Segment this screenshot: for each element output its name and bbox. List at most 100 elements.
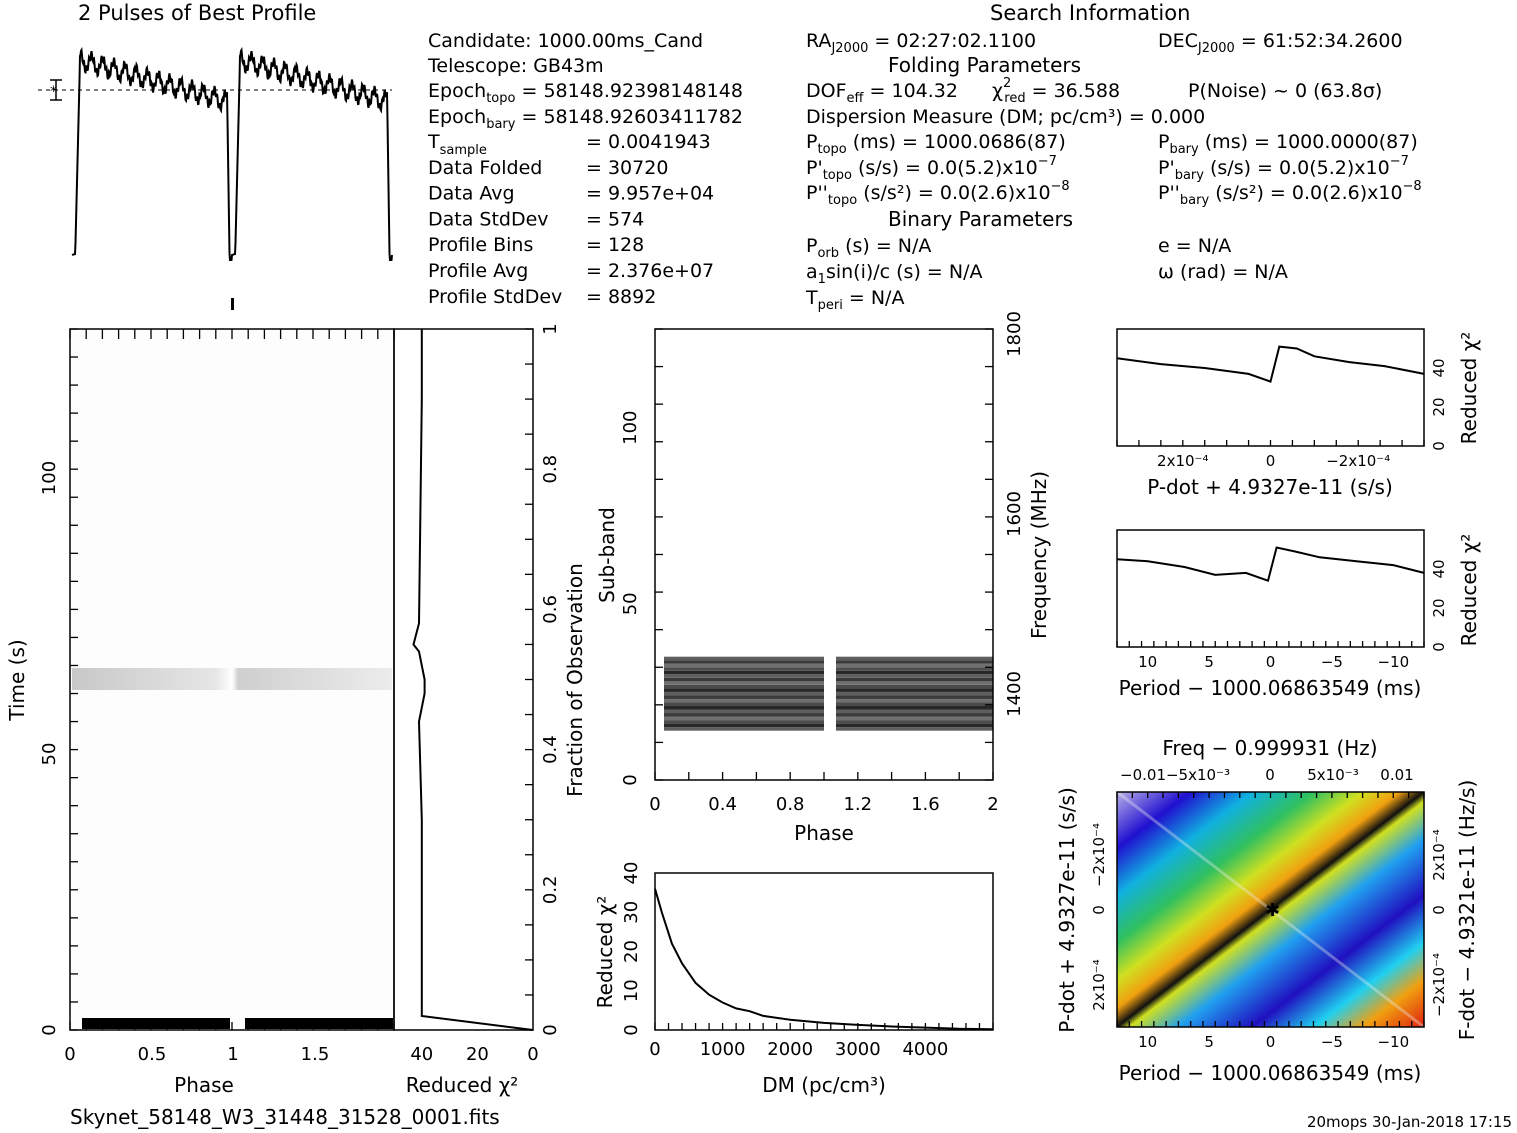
subband-row — [836, 656, 993, 661]
subband-phase-plot: 0 0.4 0.8 1.2 1.6 2 0 50 100 1400 1600 1800 Phase S… — [595, 311, 1051, 845]
subband-row — [836, 674, 993, 678]
dm-line: Dispersion Measure (DM; pc/cm³) = 0.000 — [806, 106, 1205, 128]
candidate-line: Candidate: 1000.00ms_Cand — [428, 30, 703, 52]
candidate-row-value: = 30720 — [586, 157, 668, 179]
candidate-row-label: Profile Avg — [428, 260, 528, 282]
subband-row — [664, 677, 824, 682]
subband-row — [664, 706, 824, 710]
tick-label: 0.5 — [138, 1044, 167, 1065]
subband-row — [836, 706, 993, 710]
subband-row — [836, 691, 993, 696]
pddtopo-line: P''topo (s/s²) = 0.0(2.6)x10−8 — [806, 179, 1070, 208]
subband-row — [836, 716, 993, 721]
tick-label: −5 — [1321, 653, 1343, 671]
svg-text:*: * — [50, 84, 57, 100]
time-chi-frame — [393, 328, 534, 1031]
tick-label: 1.6 — [911, 794, 940, 815]
tick-label: 10 — [1138, 1033, 1157, 1051]
porb-line: Porb (s) = N/A — [806, 235, 931, 261]
time-phase-plot: 0 0.5 1 1.5 0 50 100 Phase Time (s) — [5, 328, 395, 1097]
tick-label: 20 — [466, 1044, 489, 1065]
tick-label: 20 — [621, 940, 642, 963]
binary-title: Binary Parameters — [888, 207, 1073, 231]
subband-row — [836, 695, 993, 699]
subband-row — [664, 716, 824, 721]
pdbary-line: P'bary (s/s) = 0.0(5.2)x10−7 — [1158, 154, 1409, 183]
subband-row — [664, 681, 824, 685]
candidate-row-label: Data Folded — [428, 157, 542, 179]
epoch-topo-line: Epochtopo = 58148.92398148148 — [428, 80, 743, 106]
subband-row — [836, 723, 993, 728]
ecc-line: e = N/A — [1158, 235, 1231, 257]
subband-row — [836, 681, 993, 685]
tick-label: −5x10⁻³ — [1166, 766, 1230, 784]
subband-row — [836, 684, 993, 689]
subband-row — [836, 713, 993, 717]
time-chi-xlabel: Reduced χ² — [406, 1073, 519, 1097]
period-chi-ylabel: Reduced χ² — [1457, 534, 1481, 647]
tick-label: 100 — [39, 461, 60, 495]
tick-label: −10 — [1377, 1033, 1409, 1051]
subband-row — [836, 709, 993, 714]
subband-row — [664, 720, 824, 724]
tick-label: 5 — [1204, 1033, 1214, 1051]
pdot-chi-ylabel: Reduced χ² — [1457, 332, 1481, 445]
tick-label: 0 — [1430, 441, 1448, 451]
tick-label: 0.4 — [708, 794, 737, 815]
subband-row — [836, 663, 993, 668]
subband-row — [664, 691, 824, 696]
time-phase-xlabel: Phase — [174, 1073, 234, 1097]
pbary-line: Pbary (ms) = 1000.0000(87) — [1158, 131, 1418, 157]
candidate-row-value: = 128 — [586, 234, 644, 256]
tick-label: 40 — [1430, 358, 1448, 377]
candidate-row-label: Tsample — [427, 131, 487, 158]
tick-label: 0 — [1266, 452, 1276, 470]
subband-row — [664, 713, 824, 717]
tick-label: 1.2 — [843, 794, 872, 815]
tick-label: 50 — [39, 743, 60, 766]
dm-chi-ylabel: Reduced χ² — [593, 896, 617, 1009]
subband-row — [664, 723, 824, 728]
pddbary-line: P''bary (s/s²) = 0.0(2.6)x10−8 — [1158, 179, 1422, 208]
profile-phase-marker — [231, 298, 234, 310]
subband-row — [836, 688, 993, 692]
candidate-row-value: = 0.0041943 — [586, 131, 711, 153]
tick-label: 0 — [1430, 905, 1448, 915]
ppdot-best-marker: ✱ — [1265, 900, 1280, 921]
profile-title: 2 Pulses of Best Profile — [78, 1, 316, 25]
tick-label: 0 — [64, 1044, 75, 1065]
tick-label: 40 — [410, 1044, 433, 1065]
tick-label: 0.2 — [540, 875, 561, 904]
tick-label: 0 — [1266, 653, 1276, 671]
tick-label: 0 — [1090, 905, 1108, 915]
tick-label: 1600 — [1004, 491, 1025, 537]
tick-label: 2x10⁻⁴ — [1157, 452, 1208, 470]
tick-label: 1800 — [1004, 311, 1025, 357]
subband-row — [836, 720, 993, 724]
tick-label: 20 — [1430, 397, 1448, 416]
candidate-row-value: = 2.376e+07 — [586, 260, 714, 282]
tick-label: −2x10⁻⁴ — [1090, 823, 1108, 887]
subband-row — [836, 677, 993, 682]
epoch-bary-line: Epochbary = 58148.92603411782 — [428, 106, 743, 132]
profile-plot: * — [38, 46, 393, 310]
subband-row — [836, 698, 993, 703]
subband-row — [664, 702, 824, 707]
profile-curve — [71, 46, 393, 261]
tick-label: 0 — [39, 1024, 60, 1035]
tick-label: 10 — [621, 979, 642, 1002]
tick-label: 5x10⁻³ — [1307, 766, 1358, 784]
tick-label: 100 — [620, 410, 641, 444]
candidate-row-value: = 574 — [586, 208, 644, 230]
subband-row — [664, 670, 824, 675]
ra-line: RAJ2000 = 02:27:02.1100 — [806, 30, 1036, 56]
tick-label: 0 — [649, 1039, 660, 1060]
subband-row — [664, 667, 824, 671]
candidate-info: Candidate: 1000.00ms_Cand Telescope: GB4… — [427, 30, 743, 308]
tick-label: 2x10⁻⁴ — [1090, 959, 1108, 1010]
subband-row — [664, 684, 824, 689]
tick-label: 0.4 — [540, 735, 561, 764]
omega-line: ω (rad) = N/A — [1158, 261, 1288, 283]
folding-title: Folding Parameters — [888, 53, 1081, 77]
tick-label: 5 — [1204, 653, 1214, 671]
